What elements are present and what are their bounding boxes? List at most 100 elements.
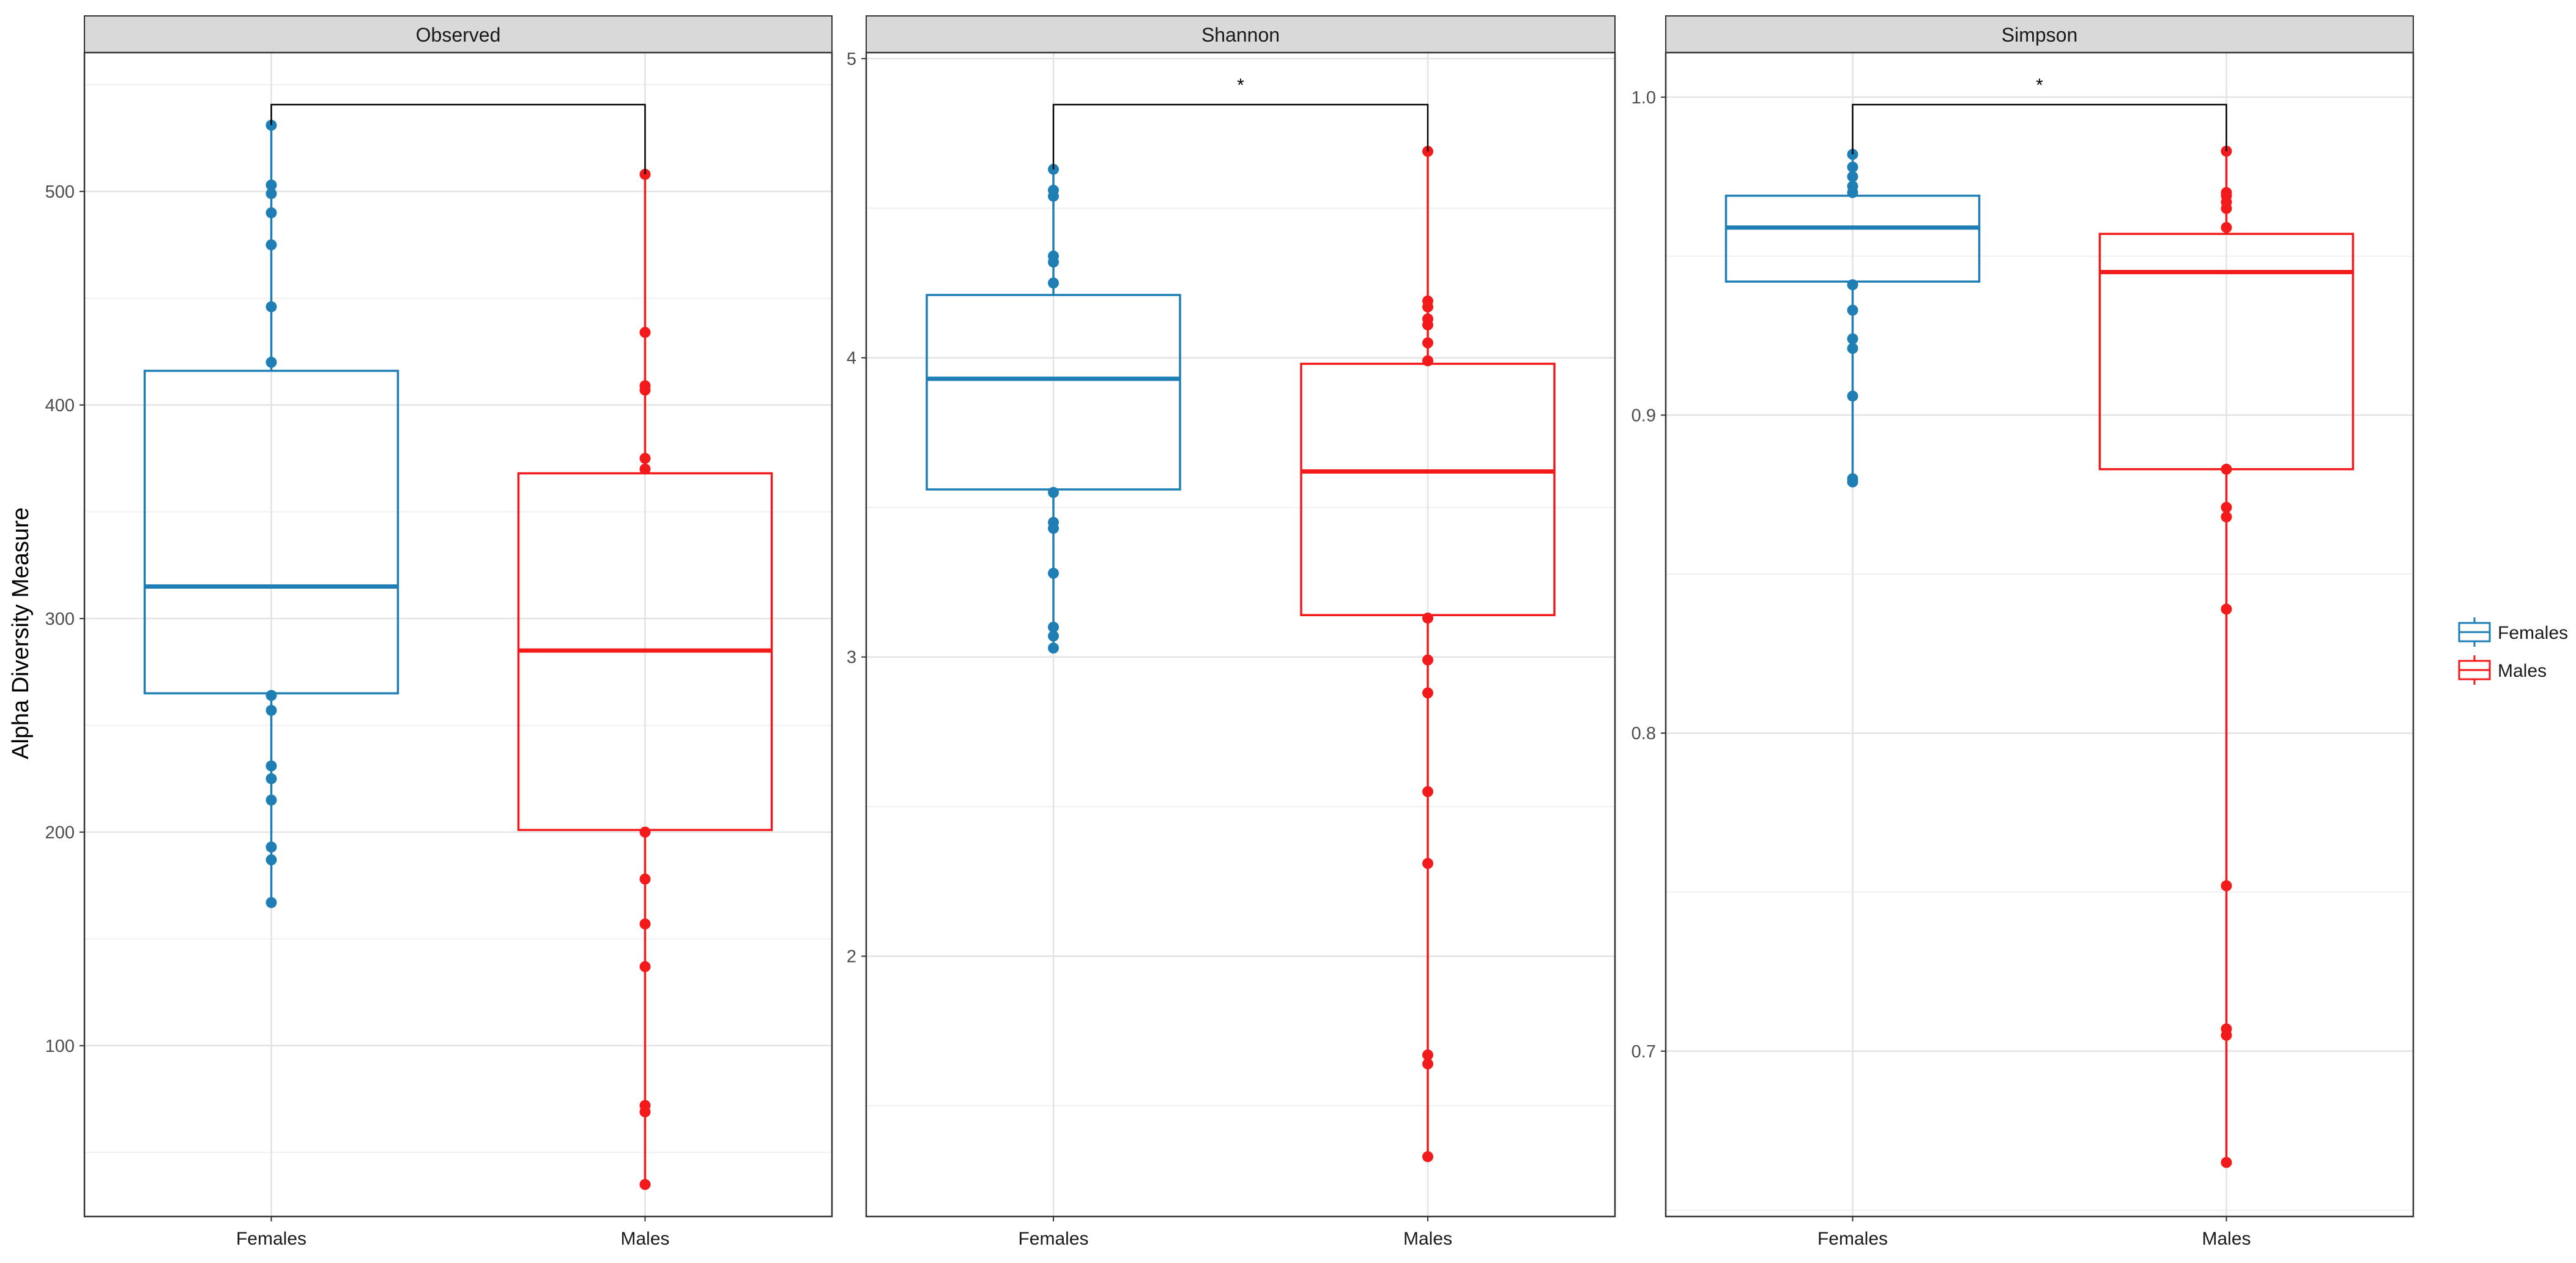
legend-label: Females: [2498, 623, 2568, 643]
y-tick-label: 5: [847, 50, 856, 69]
data-point: [1847, 476, 1858, 488]
significance-bracket: [270, 103, 646, 174]
data-point: [2221, 203, 2232, 214]
data-point: [1422, 613, 1433, 624]
data-point: [639, 327, 651, 338]
significance-bracket: *: [1852, 75, 2227, 155]
data-point: [265, 896, 277, 908]
data-point: [639, 1179, 651, 1190]
box-males: [1300, 146, 1556, 1163]
data-point: [1422, 654, 1433, 666]
data-point: [1048, 621, 1059, 633]
y-tick-label: 4: [847, 349, 856, 368]
data-point: [265, 760, 277, 772]
data-point: [265, 773, 277, 784]
data-point: [1847, 171, 1858, 182]
y-tick-label: 0.8: [1631, 724, 1656, 743]
data-point: [639, 918, 651, 930]
y-tick-label: 0.7: [1631, 1042, 1656, 1062]
box-females: [926, 163, 1181, 654]
panel-border: [865, 51, 1616, 1218]
data-point: [265, 841, 277, 853]
data-point: [2221, 1029, 2232, 1041]
bracket-line: [1052, 103, 1429, 170]
significance-label: *: [2036, 75, 2043, 95]
plot-background: [84, 53, 832, 1216]
data-point: [1422, 355, 1433, 367]
data-point: [1847, 279, 1858, 291]
data-point: [265, 179, 277, 191]
data-point: [1422, 687, 1433, 699]
data-point: [265, 854, 277, 866]
y-tick-label: 2: [847, 947, 856, 967]
data-point: [2221, 511, 2232, 523]
data-point: [1422, 858, 1433, 870]
plot-background: [1666, 53, 2413, 1216]
data-point: [639, 453, 651, 464]
panel-title: Simpson: [2002, 24, 2078, 46]
legend-label: Males: [2498, 661, 2547, 681]
panel-simpson: Simpson 0.7 0.8 0.9 1.0 * Females Males: [1631, 15, 2415, 1249]
box-males: [2098, 146, 2355, 1168]
panel-shannon: Shannon 2 3 4 5 * Females Males: [847, 15, 1616, 1249]
data-point: [1048, 567, 1059, 579]
y-tick-label: 400: [45, 396, 75, 415]
legend: Females Males: [2458, 617, 2568, 685]
y-tick-label: 200: [45, 823, 75, 843]
box-females: [143, 119, 399, 908]
y-tick-label: 0.9: [1631, 406, 1656, 425]
data-point: [265, 207, 277, 218]
panel-strip: [866, 15, 1616, 53]
data-point: [639, 1106, 651, 1117]
data-point: [639, 463, 651, 475]
y-tick-label: 100: [45, 1037, 75, 1056]
plot-background: [866, 53, 1615, 1216]
data-point: [639, 826, 651, 838]
data-point: [1847, 187, 1858, 198]
data-point: [1048, 643, 1059, 654]
data-point: [1847, 333, 1858, 345]
data-point: [1422, 301, 1433, 313]
data-point: [1847, 343, 1858, 354]
data-point: [2221, 1157, 2232, 1168]
box-males: [517, 168, 773, 1190]
significance-bracket: *: [1052, 75, 1429, 170]
bracket-line: [270, 103, 646, 174]
data-point: [1847, 162, 1858, 173]
panel-observed: Observed 100 200 300 400 500 Females Males: [45, 15, 833, 1249]
data-point: [2221, 603, 2232, 615]
x-tick-label: Females: [236, 1229, 306, 1249]
data-point: [2221, 222, 2232, 233]
data-point: [1422, 337, 1433, 349]
data-point: [265, 301, 277, 313]
data-point: [2221, 502, 2232, 513]
panel-border: [83, 51, 833, 1218]
y-axis-label: Alpha Diversity Measure: [8, 507, 34, 759]
data-point: [1422, 319, 1433, 330]
y-tick-label: 3: [847, 648, 856, 668]
x-tick-label: Males: [620, 1229, 669, 1249]
data-point: [265, 239, 277, 251]
data-point: [265, 188, 277, 199]
y-tick-label: 500: [45, 182, 75, 202]
data-point: [265, 690, 277, 701]
x-tick-label: Males: [1403, 1229, 1452, 1249]
legend-entry-females: Females: [2458, 617, 2568, 647]
data-point: [2221, 880, 2232, 892]
data-point: [1847, 304, 1858, 316]
panel-strip: [84, 15, 833, 53]
data-point: [639, 873, 651, 885]
data-point: [2221, 463, 2232, 475]
bracket-line: [1852, 103, 2227, 155]
data-point: [1422, 1049, 1433, 1060]
data-point: [1048, 277, 1059, 289]
y-tick-label: 1.0: [1631, 88, 1656, 108]
panel-border: [1665, 51, 2415, 1218]
data-point: [1422, 1058, 1433, 1070]
panel-strip: [1665, 15, 2414, 53]
significance-label: *: [1237, 75, 1244, 95]
data-point: [265, 357, 277, 368]
data-point: [1048, 523, 1059, 534]
